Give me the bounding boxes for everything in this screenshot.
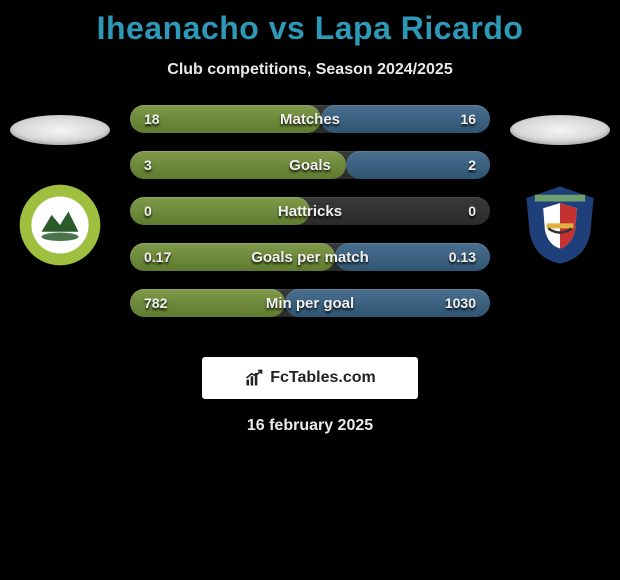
stat-fill-left	[130, 289, 285, 317]
stat-row: 0Hattricks0	[130, 197, 490, 225]
stat-fill-right	[346, 151, 490, 179]
comparison-date: 16 february 2025	[0, 417, 620, 435]
club-badge-left	[18, 183, 102, 267]
comparison-arena: 18Matches163Goals20Hattricks00.17Goals p…	[0, 111, 620, 331]
brand-card[interactable]: FcTables.com	[202, 357, 418, 399]
comparison-title: Iheanacho vs Lapa Ricardo	[0, 0, 620, 47]
stat-value-right: 0	[468, 203, 476, 219]
comparison-subtitle: Club competitions, Season 2024/2025	[0, 61, 620, 79]
stat-row: 782Min per goal1030	[130, 289, 490, 317]
stat-fill-right	[321, 105, 490, 133]
stat-fill-right	[335, 243, 490, 271]
stat-row: 18Matches16	[130, 105, 490, 133]
stat-fill-left	[130, 197, 310, 225]
brand-label: FcTables.com	[270, 369, 376, 387]
stat-row: 0.17Goals per match0.13	[130, 243, 490, 271]
player-left-column	[0, 111, 120, 267]
stat-row: 3Goals2	[130, 151, 490, 179]
stats-list: 18Matches16 3Goals2 0Hattricks0 0.17Goals p…	[130, 105, 490, 317]
chart-icon	[244, 368, 264, 388]
player-right-avatar-placeholder	[510, 115, 610, 145]
player-left-avatar-placeholder	[10, 115, 110, 145]
club-badge-left-icon	[18, 183, 102, 267]
player-right-column	[500, 111, 620, 267]
stat-fill-left	[130, 151, 346, 179]
club-badge-right	[518, 183, 602, 267]
stat-fill-left	[130, 105, 321, 133]
stat-fill-right	[285, 289, 490, 317]
stat-fill-left	[130, 243, 335, 271]
club-badge-right-icon	[518, 183, 602, 267]
